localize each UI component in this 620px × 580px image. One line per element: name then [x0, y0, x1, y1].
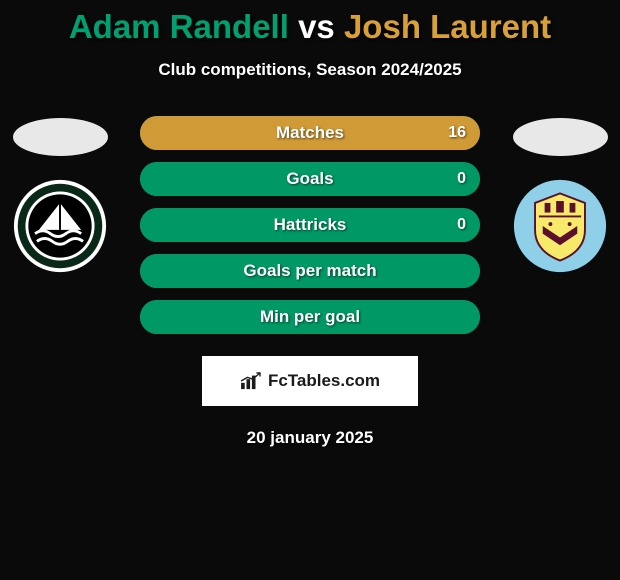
stats-panel: Matches16Goals0Hattricks0Goals per match…: [0, 116, 620, 334]
stat-value-right: 16: [448, 124, 466, 142]
stat-row: Min per goal: [140, 300, 480, 334]
brand-badge: FcTables.com: [202, 356, 418, 406]
stat-value-right: 0: [457, 216, 466, 234]
stats-list: Matches16Goals0Hattricks0Goals per match…: [140, 116, 480, 334]
vs-label: vs: [298, 8, 335, 45]
brand-text: FcTables.com: [268, 371, 380, 391]
brand-chart-icon: [240, 372, 262, 390]
stat-value-right: 0: [457, 170, 466, 188]
page-title: Adam Randell vs Josh Laurent: [0, 8, 620, 46]
subtitle: Club competitions, Season 2024/2025: [0, 60, 620, 80]
player2-name: Josh Laurent: [344, 8, 551, 45]
comparison-infographic: Adam Randell vs Josh Laurent Club compet…: [0, 0, 620, 448]
stat-label: Goals per match: [140, 261, 480, 281]
stat-row: Hattricks0: [140, 208, 480, 242]
stat-label: Goals: [140, 169, 480, 189]
stat-label: Matches: [140, 123, 480, 143]
stat-row: Goals per match: [140, 254, 480, 288]
stat-label: Min per goal: [140, 307, 480, 327]
stat-label: Hattricks: [140, 215, 480, 235]
stat-row: Goals0: [140, 162, 480, 196]
stat-row: Matches16: [140, 116, 480, 150]
player1-name: Adam Randell: [69, 8, 289, 45]
date-label: 20 january 2025: [0, 428, 620, 448]
